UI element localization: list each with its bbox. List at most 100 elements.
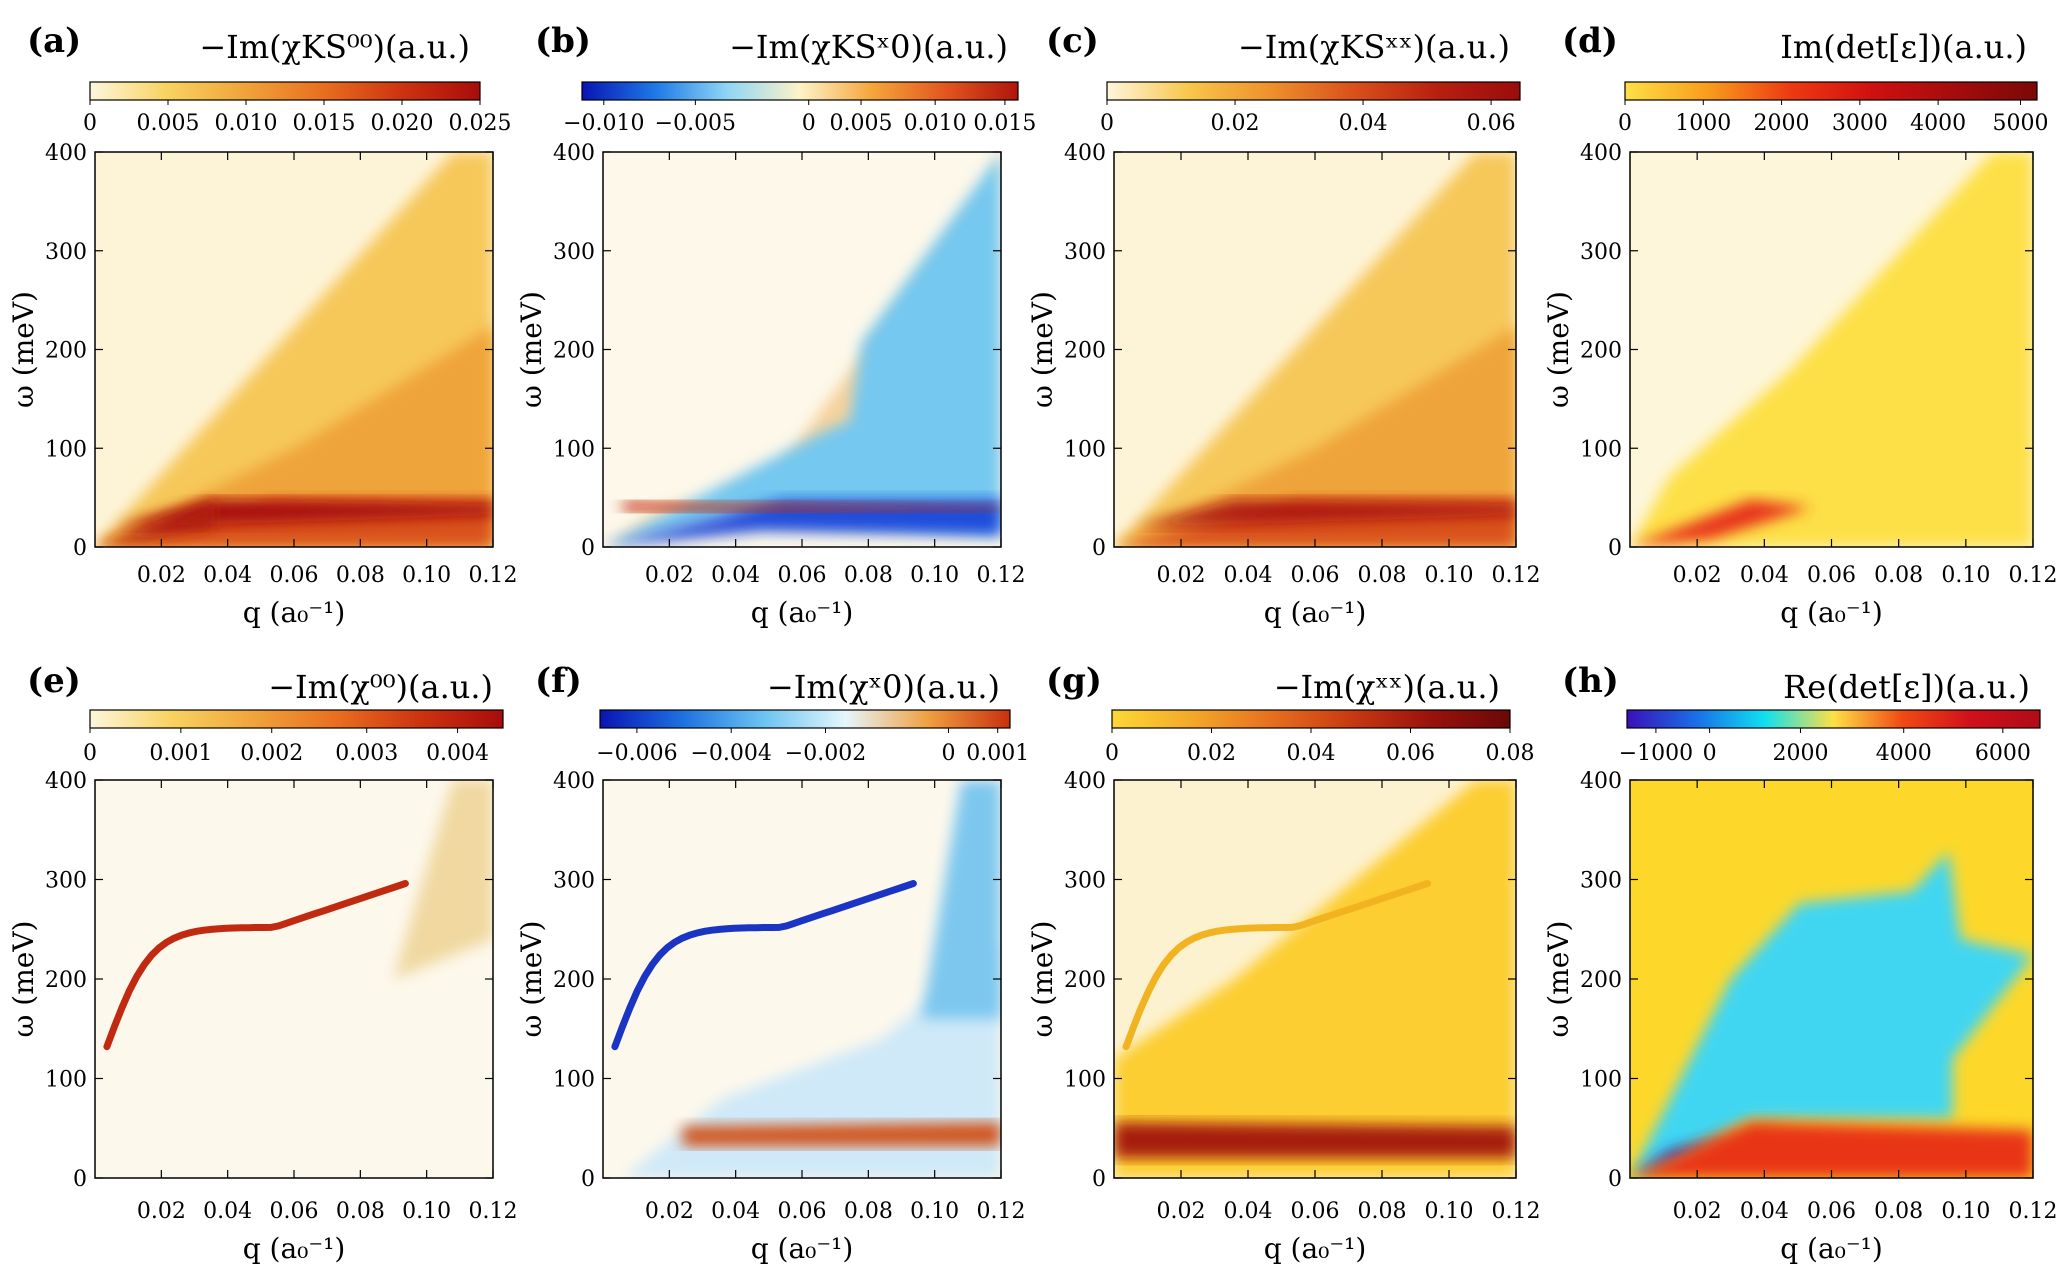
colorbar bbox=[1626, 709, 2041, 729]
y-tick-label: 0 bbox=[1608, 1167, 1622, 1192]
colorbar-tick: −0.002 bbox=[785, 741, 866, 766]
colorbar-title: −Im(χˣˣ)(a.u.) bbox=[1274, 668, 1500, 706]
y-tick-label: 100 bbox=[1064, 437, 1106, 462]
colorbar-tick: 0 bbox=[1703, 741, 1717, 766]
x-tick-label: 0.06 bbox=[1291, 1199, 1340, 1224]
heatmap bbox=[95, 152, 493, 547]
x-tick-label: 0.04 bbox=[1224, 563, 1273, 588]
panel-f: (f) −Im(χˣ0)(a.u.) −0.006 −0.004 −0.002 0 0.00… bbox=[515, 661, 1029, 1265]
y-tick-label: 300 bbox=[45, 869, 87, 894]
x-tick-label: 0.04 bbox=[711, 1199, 760, 1224]
panel-label: (b) bbox=[535, 21, 591, 61]
y-tick-label: 0 bbox=[73, 536, 87, 561]
x-tick-label: 0.02 bbox=[645, 1199, 694, 1224]
colorbar-tick: 0 bbox=[1618, 111, 1632, 136]
y-tick-label: 200 bbox=[1580, 968, 1622, 993]
colorbar-tick: 0 bbox=[83, 111, 97, 136]
x-axis-label: q (a₀⁻¹) bbox=[1780, 596, 1883, 629]
y-tick-label: 100 bbox=[1064, 1068, 1106, 1093]
x-tick-label: 0.10 bbox=[1425, 1199, 1474, 1224]
x-tick-label: 0.08 bbox=[1358, 1199, 1407, 1224]
panel-e: (e) −Im(χ⁰⁰)(a.u.) 0 0.001 0.002 0.003 0.004 0 1… bbox=[7, 661, 517, 1265]
x-tick-label: 0.12 bbox=[977, 563, 1026, 588]
y-tick-label: 300 bbox=[45, 240, 87, 265]
x-tick-label: 0.04 bbox=[1740, 563, 1789, 588]
x-tick-label: 0.04 bbox=[203, 1199, 252, 1224]
colorbar-tick: 0.06 bbox=[1467, 111, 1516, 136]
x-tick-label: 0.10 bbox=[910, 1199, 959, 1224]
x-tick-label: 0.06 bbox=[778, 1199, 827, 1224]
y-axis-label: ω (meV) bbox=[1026, 921, 1059, 1038]
x-tick-label: 0.10 bbox=[1425, 563, 1474, 588]
y-tick-label: 100 bbox=[45, 437, 87, 462]
y-tick-label: 200 bbox=[1064, 339, 1106, 364]
x-tick-label: 0.10 bbox=[1941, 563, 1990, 588]
x-tick-label: 0.06 bbox=[270, 1199, 319, 1224]
x-tick-label: 0.10 bbox=[402, 1199, 451, 1224]
y-tick-label: 400 bbox=[1580, 141, 1622, 166]
x-tick-label: 0.02 bbox=[1157, 563, 1206, 588]
colorbar-tick: 0 bbox=[942, 741, 956, 766]
x-tick-label: 0.12 bbox=[2009, 1199, 2058, 1224]
x-tick-label: 0.12 bbox=[2009, 563, 2058, 588]
y-tick-label: 400 bbox=[553, 141, 595, 166]
y-axis-label: ω (meV) bbox=[7, 921, 40, 1038]
colorbar bbox=[89, 81, 481, 101]
colorbar-title: Im(det[ε])(a.u.) bbox=[1780, 28, 2027, 66]
heatmap bbox=[95, 780, 493, 1178]
x-tick-label: 0.12 bbox=[977, 1199, 1026, 1224]
colorbar-title: −Im(χKSˣ0)(a.u.) bbox=[729, 28, 1008, 66]
panel-g: (g) −Im(χˣˣ)(a.u.) 0 0.02 0.04 0.06 0.08 0 100 20… bbox=[1026, 661, 1540, 1265]
colorbar-tick: 4000 bbox=[1910, 111, 1966, 136]
panel-a: (a) −Im(χKS⁰⁰)(a.u.)0 0.005 0.010 0.015 0.020… bbox=[7, 21, 517, 629]
y-tick-label: 0 bbox=[581, 1167, 595, 1192]
y-tick-label: 400 bbox=[45, 141, 87, 166]
x-tick-label: 0.04 bbox=[1740, 1199, 1789, 1224]
y-tick-label: 0 bbox=[581, 536, 595, 561]
y-tick-label: 100 bbox=[45, 1068, 87, 1093]
panel-label: (c) bbox=[1046, 21, 1099, 61]
y-tick-label: 400 bbox=[1064, 769, 1106, 794]
colorbar-tick: −0.005 bbox=[655, 111, 736, 136]
x-tick-label: 0.08 bbox=[1358, 563, 1407, 588]
y-tick-label: 300 bbox=[1064, 240, 1106, 265]
y-axis-label: ω (meV) bbox=[1026, 291, 1059, 408]
colorbar-tick: −0.006 bbox=[596, 741, 677, 766]
y-axis-label: ω (meV) bbox=[1542, 291, 1575, 408]
y-tick-label: 300 bbox=[1064, 869, 1106, 894]
y-axis-label: ω (meV) bbox=[515, 291, 548, 408]
colorbar bbox=[599, 709, 1011, 729]
x-tick-label: 0.12 bbox=[1492, 1199, 1541, 1224]
colorbar-tick: 0.015 bbox=[973, 111, 1036, 136]
x-tick-label: 0.12 bbox=[469, 563, 518, 588]
x-tick-label: 0.08 bbox=[1874, 563, 1923, 588]
colorbar-tick: 0 bbox=[802, 111, 816, 136]
x-tick-label: 0.10 bbox=[910, 563, 959, 588]
x-tick-label: 0.02 bbox=[1157, 1199, 1206, 1224]
y-tick-label: 200 bbox=[45, 968, 87, 993]
x-tick-label: 0.08 bbox=[336, 1199, 385, 1224]
panel-d: (d) Im(det[ε])(a.u.)0 1000 2000 3000 4000 5000… bbox=[1542, 21, 2057, 629]
colorbar-tick: 1000 bbox=[1675, 111, 1731, 136]
panel-label: (a) bbox=[27, 21, 81, 61]
panel-label: (d) bbox=[1562, 21, 1618, 61]
colorbar-tick: 0.005 bbox=[137, 111, 200, 136]
heatmap bbox=[1630, 780, 2033, 1178]
y-tick-label: 100 bbox=[1580, 437, 1622, 462]
colorbar-tick: −1000 bbox=[1619, 741, 1693, 766]
x-axis-label: q (a₀⁻¹) bbox=[1780, 1232, 1883, 1265]
colorbar-tick: 0.001 bbox=[966, 741, 1029, 766]
heatmap bbox=[1114, 152, 1516, 547]
panel-label: (g) bbox=[1046, 661, 1102, 701]
y-tick-label: 300 bbox=[553, 869, 595, 894]
x-axis-label: q (a₀⁻¹) bbox=[243, 1232, 346, 1265]
colorbar-tick: 0.025 bbox=[449, 111, 512, 136]
y-tick-label: 200 bbox=[1580, 339, 1622, 364]
x-tick-label: 0.10 bbox=[402, 563, 451, 588]
y-tick-label: 0 bbox=[1092, 536, 1106, 561]
panel-b: (b) −Im(χKSˣ0)(a.u.) −0.010 −0.005 0 0.005 0.0… bbox=[515, 21, 1036, 629]
y-axis-label: ω (meV) bbox=[1542, 921, 1575, 1038]
x-tick-label: 0.08 bbox=[844, 1199, 893, 1224]
y-tick-label: 0 bbox=[73, 1167, 87, 1192]
y-axis-label: ω (meV) bbox=[515, 921, 548, 1038]
